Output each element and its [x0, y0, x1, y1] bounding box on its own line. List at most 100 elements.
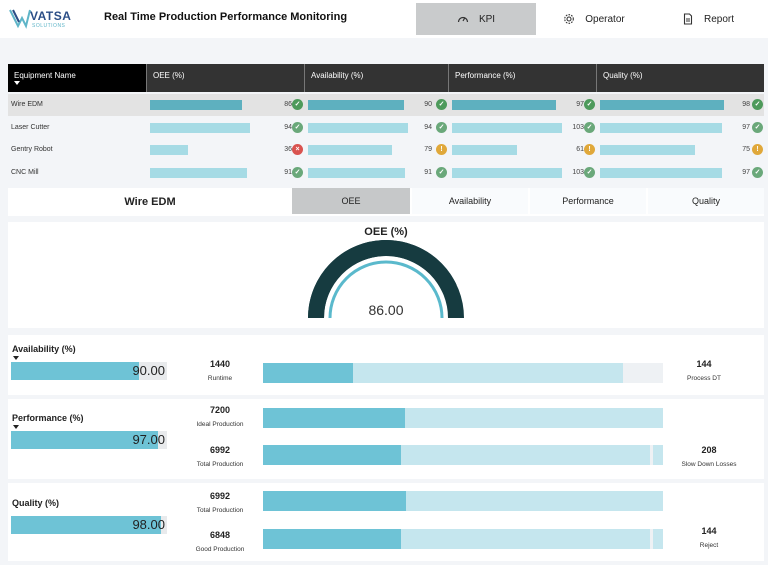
app-header: VATSA SOLUTIONS Real Time Production Per… [0, 0, 768, 38]
performance-value: 97 [576, 101, 584, 108]
ideal-production-value: 7200 [209, 405, 231, 415]
ideal-production-bar-fill [263, 408, 405, 428]
gear-icon [564, 14, 575, 24]
check-circle-icon: ✓ [752, 166, 763, 178]
quality-value: 98 [742, 101, 750, 108]
oee-bar [150, 122, 251, 133]
check-circle-icon: ✓ [436, 99, 447, 110]
table-row[interactable]: CNC Mill 91 ✓ 91 ✓ 103 ✓ 97 ✓ [8, 162, 764, 184]
quality-value-bar: 98.00 [11, 516, 167, 534]
tab-performance[interactable]: Performance [530, 188, 646, 214]
error-circle-icon: × [292, 144, 303, 155]
table-row[interactable]: Gentry Robot 36 × 79! 61! 75! [8, 139, 764, 161]
col-availability[interactable]: Availability (%) [304, 64, 448, 92]
runtime-value: 1440 [209, 359, 231, 369]
availability-value: 94 [424, 123, 432, 131]
quality-value: 75 [742, 146, 750, 153]
availability-bar-fill [11, 362, 140, 380]
q-total-production-bar [263, 491, 663, 511]
performance-bar-fill [11, 431, 158, 449]
q-total-production-bar-fill [263, 491, 407, 511]
q-total-production-stat: 6992 Total Production [185, 491, 255, 514]
col-performance[interactable]: Performance (%) [448, 64, 596, 92]
total-production-label: Total Production [196, 461, 244, 468]
tab-oee[interactable]: OEE [292, 188, 410, 214]
col-oee[interactable]: OEE (%) [146, 64, 304, 92]
equipment-name: CNC Mill [11, 168, 39, 176]
slow-down-value: 208 [701, 445, 717, 455]
performance-value: 103 [572, 168, 584, 176]
check-circle-icon: ✓ [292, 99, 303, 110]
oee-bar [150, 167, 248, 178]
quality-bar [600, 100, 724, 110]
oee-bar [150, 145, 189, 155]
availability-value: 90.00 [132, 363, 165, 378]
gauge-fill [308, 240, 457, 319]
good-production-stat: 6848 Good Production [185, 530, 255, 553]
equipment-name: Laser Cutter [11, 123, 50, 131]
caret-down-icon [13, 425, 19, 429]
oee-value: 86 [284, 101, 292, 108]
app-title: Real Time Production Performance Monitor… [104, 11, 348, 23]
runtime-bar-fill [263, 363, 353, 383]
equipment-name: Gentry Robot [11, 146, 53, 153]
check-circle-icon: ✓ [584, 121, 595, 133]
table-row[interactable]: Wire EDM 86 ✓ 90 ✓ 97 ✓ 98 ✓ [8, 94, 764, 116]
nav-report-label: Report [703, 13, 734, 25]
oee-value: 91 [284, 168, 292, 176]
gauge-title: OEE (%) [364, 226, 408, 238]
quality-value: 98.00 [132, 517, 165, 532]
document-icon [683, 13, 693, 25]
check-circle-icon: ✓ [752, 99, 763, 110]
nav-kpi-button[interactable]: KPI [416, 3, 536, 35]
detail-tabbar: Wire EDM OEE Availability Performance Qu… [8, 188, 764, 216]
oee-gauge-panel: OEE (%) 86.00 [8, 222, 764, 328]
performance-bar [452, 100, 556, 110]
col-quality[interactable]: Quality (%) [596, 64, 764, 92]
quality-title: Quality (%) [12, 498, 60, 508]
nav-operator-button[interactable]: Operator [538, 3, 650, 35]
nav-operator-label: Operator [585, 13, 625, 25]
quality-value: 97 [742, 123, 750, 131]
check-circle-icon: ✓ [436, 166, 447, 178]
nav-report-button[interactable]: Report [652, 3, 764, 35]
check-circle-icon: ✓ [436, 121, 447, 133]
quality-value: 97 [742, 168, 750, 176]
gauge-inner-ring [328, 260, 444, 319]
check-circle-icon: ✓ [584, 99, 595, 110]
oee-gauge [308, 240, 464, 319]
warning-circle-icon: ! [436, 144, 447, 155]
reject-stat: 144 Reject [674, 526, 744, 549]
tab-availability[interactable]: Availability [412, 188, 528, 214]
performance-value-bar: 97.00 [11, 431, 167, 449]
tab-quality[interactable]: Quality [648, 188, 764, 214]
oee-value: 36 [284, 146, 292, 153]
check-circle-icon: ✓ [752, 121, 763, 133]
good-production-value: 6848 [209, 530, 231, 540]
availability-value: 90 [424, 101, 432, 108]
process-dt-stat: 144 Process DT [669, 359, 739, 382]
quality-bar [600, 167, 723, 178]
quality-bar-fill [11, 516, 161, 534]
q-total-production-value: 6992 [209, 491, 231, 501]
table-header: Equipment Name OEE (%) Availability (%) … [8, 64, 764, 92]
availability-value: 91 [424, 168, 432, 176]
warning-circle-icon: ! [752, 144, 763, 155]
ideal-production-bar [263, 408, 663, 428]
ideal-production-stat: 7200 Ideal Production [185, 405, 255, 428]
col-equipment-name[interactable]: Equipment Name [8, 64, 146, 92]
selected-equipment-title: Wire EDM [124, 196, 176, 208]
table-row[interactable]: Laser Cutter 94 ✓ 94 ✓ 103 ✓ 97 ✓ [8, 117, 764, 139]
performance-title: Performance (%) [12, 413, 84, 423]
performance-bar [452, 122, 562, 133]
nav-kpi-label: KPI [478, 13, 496, 25]
check-circle-icon: ✓ [584, 166, 595, 178]
performance-value: 97.00 [132, 432, 165, 447]
gauge-value: 86.00 [368, 302, 404, 318]
availability-bar [308, 167, 406, 178]
performance-bar [452, 167, 562, 178]
reject-value: 144 [701, 526, 717, 536]
availability-value-bar: 90.00 [11, 362, 167, 380]
gauge-icon [457, 16, 469, 23]
availability-title: Availability (%) [12, 344, 76, 354]
